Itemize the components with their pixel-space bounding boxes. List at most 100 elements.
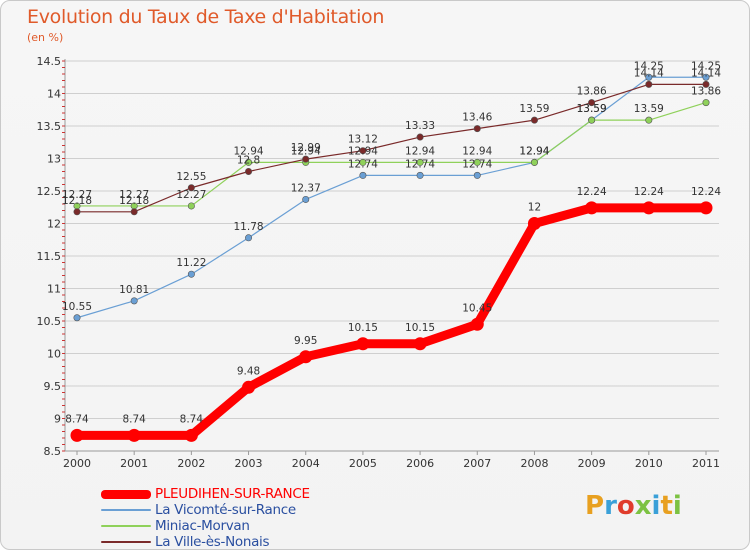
data-label: 12.94 [462, 145, 492, 157]
y-tick-label: 14.5 [37, 55, 62, 68]
data-label: 13.59 [519, 103, 549, 115]
data-point [645, 73, 653, 81]
data-label: 12.94 [291, 145, 321, 157]
data-label: 13.12 [348, 134, 378, 146]
data-label: 11.78 [234, 221, 264, 233]
series-line [72, 203, 711, 440]
logo-letter: P [585, 491, 605, 521]
data-label: 12.24 [691, 186, 721, 198]
legend-label: PLEUDIHEN-SUR-RANCE [155, 486, 310, 502]
y-tick-label: 9 [54, 413, 61, 426]
data-label: 12.24 [577, 186, 607, 198]
y-tick-label: 13 [47, 153, 61, 166]
data-point [416, 171, 424, 179]
x-tick-label: 2011 [692, 457, 720, 470]
data-point [473, 125, 481, 133]
data-point [588, 116, 596, 124]
data-point [356, 337, 370, 351]
data-label: 12.37 [291, 182, 321, 194]
data-point [413, 337, 427, 351]
data-label: 12.24 [634, 186, 664, 198]
data-label: 8.74 [65, 413, 89, 425]
legend-swatch [101, 541, 151, 543]
data-label: 8.74 [122, 413, 146, 425]
data-point [702, 99, 710, 107]
data-point [473, 158, 481, 166]
data-label: 11.22 [176, 257, 206, 269]
data-label: 14.14 [634, 67, 664, 79]
y-tick-label: 11 [47, 283, 61, 296]
data-label: 13.59 [634, 103, 664, 115]
data-label: 12.94 [519, 145, 549, 157]
data-label: 13.46 [462, 112, 492, 124]
data-point [588, 99, 596, 107]
data-point [187, 202, 195, 210]
data-point [127, 428, 141, 442]
legend-label: La Vicomté-sur-Rance [155, 502, 296, 518]
data-label: 12.74 [405, 158, 435, 170]
data-point [645, 80, 653, 88]
data-point [73, 314, 81, 322]
x-tick-label: 2008 [520, 457, 548, 470]
data-label: 10.45 [462, 302, 492, 314]
series-2 [73, 99, 710, 210]
data-point [359, 158, 367, 166]
data-label: 13.33 [405, 120, 435, 132]
data-label: 10.81 [119, 284, 149, 296]
y-tick-label: 14 [47, 88, 61, 101]
y-tick-label: 10 [47, 348, 61, 361]
data-point [184, 428, 198, 442]
legend-swatch [101, 489, 151, 499]
data-point [645, 116, 653, 124]
data-point [302, 195, 310, 203]
data-label: 9.48 [237, 365, 260, 377]
series-0 [70, 201, 713, 442]
data-label: 12.94 [405, 145, 435, 157]
data-point [530, 158, 538, 166]
x-tick-label: 2001 [120, 457, 148, 470]
data-label: 12.27 [119, 189, 149, 201]
data-point [702, 73, 710, 81]
x-tick-label: 2004 [292, 457, 320, 470]
data-label: 12.74 [348, 158, 378, 170]
y-tick-label: 12 [47, 218, 61, 231]
x-tick-label: 2000 [63, 457, 91, 470]
series-3 [73, 80, 710, 216]
logo-letter: t [660, 491, 673, 521]
logo-letter: x [634, 491, 652, 521]
data-label: 12.18 [119, 195, 149, 207]
data-label: 12.55 [176, 171, 206, 183]
legend-label: Miniac-Morvan [155, 518, 250, 534]
data-point [187, 270, 195, 278]
data-label: 12 [528, 202, 541, 214]
data-label: 8.74 [180, 413, 204, 425]
data-point [527, 217, 541, 230]
data-point [530, 116, 538, 124]
data-point [130, 208, 138, 216]
legend-item: PLEUDIHEN-SUR-RANCE [101, 486, 310, 502]
data-label: 13.86 [691, 86, 721, 98]
data-point [130, 297, 138, 305]
data-label: 12.27 [176, 189, 206, 201]
data-label: 12.94 [234, 145, 264, 157]
data-point [699, 201, 713, 215]
x-tick-label: 2005 [349, 457, 377, 470]
data-point [416, 158, 424, 166]
data-label: 12.99 [291, 142, 321, 154]
data-label: 12.27 [62, 189, 92, 201]
legend-item: La Vicomté-sur-Rance [101, 502, 310, 518]
legend-swatch [101, 509, 151, 511]
data-point [73, 208, 81, 216]
data-label: 13.86 [577, 86, 607, 98]
series-line [76, 101, 707, 207]
y-tick-label: 13.5 [37, 120, 62, 133]
x-tick-label: 2007 [463, 457, 491, 470]
data-label: 12.94 [519, 145, 549, 157]
chart-title: Evolution du Taux de Taxe d'Habitation [27, 6, 385, 28]
x-tick-label: 2002 [177, 457, 205, 470]
data-point [299, 350, 313, 364]
legend-label: La Ville-ès-Nonais [155, 534, 270, 550]
data-point [359, 171, 367, 179]
y-tick-label: 9.5 [44, 380, 62, 393]
x-tick-label: 2010 [635, 457, 663, 470]
